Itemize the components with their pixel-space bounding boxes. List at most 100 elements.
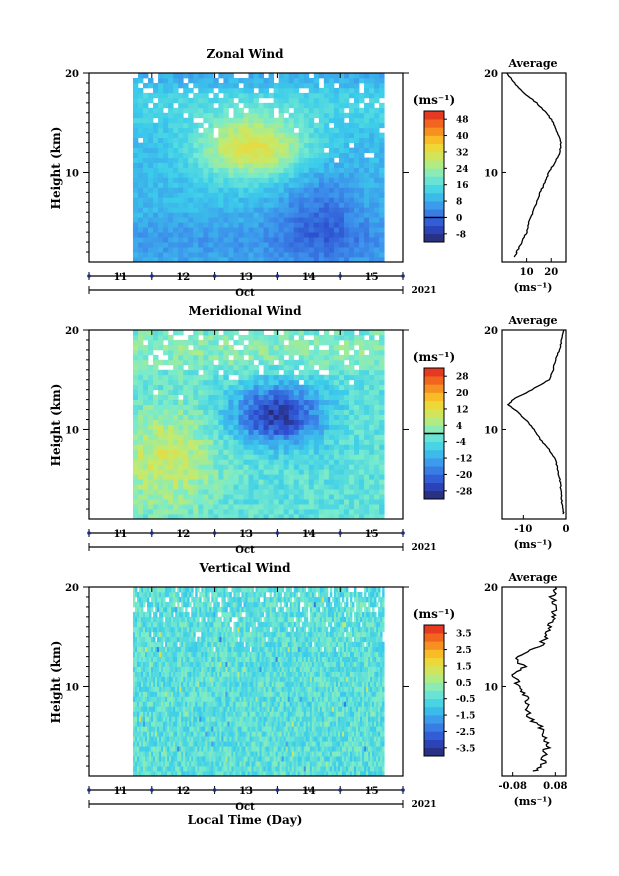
heatmap-cell [369,369,375,376]
heatmap-cell [369,424,375,430]
heatmap-cell [374,212,380,218]
heatmap-cell [308,454,315,460]
heatmap-cell [374,394,380,401]
heatmap-cell [189,746,192,752]
heatmap-cell [313,484,320,490]
heatmap-cell [369,469,375,475]
heatmap-cell [158,107,164,114]
heatmap-cell [168,197,174,203]
heatmap-cell [223,504,229,510]
heatmap-cell [248,494,254,500]
heatmap-cell [178,237,184,243]
heatmap-cell [268,484,275,490]
heatmap-cell [173,444,179,450]
heatmap-cell [193,182,199,188]
heatmap-cell [308,157,315,163]
x-day-marker [87,531,91,535]
heatmap-cell [323,389,330,396]
heatmap-cell [293,202,300,208]
heatmap-cell [137,439,144,445]
heatmap-cell [364,127,370,134]
heatmap-cell [165,587,168,593]
heatmap-cell [303,384,310,391]
heatmap-cell [208,142,214,148]
heatmap-cell [213,147,219,153]
heatmap-cell [313,504,320,510]
heatmap-cell [359,212,365,218]
heatmap-cell [369,344,375,351]
heatmap-cell [169,691,172,697]
heatmap-cell [153,112,159,119]
heatmap-cell [203,354,209,361]
heatmap-cell [193,73,199,79]
heatmap-cell [248,147,254,153]
heatmap-cell [218,419,224,425]
heatmap-cell [359,137,365,144]
heatmap-cell [173,736,176,742]
heatmap-cell [173,756,176,762]
heatmap-cell [308,192,315,198]
heatmap-cell [313,449,320,455]
heatmap-cell [178,242,184,248]
heatmap-cell [374,339,380,346]
heatmap-cell [173,636,176,643]
heatmap-cell [223,404,229,410]
heatmap-cell [134,591,138,598]
heatmap-cell [137,464,144,470]
heatmap-cell [338,389,345,396]
heatmap-cell [213,459,219,465]
heatmap-cell [283,127,290,134]
heatmap-cell [308,82,315,89]
heatmap-cell [181,626,184,633]
heatmap-cell [183,701,186,707]
heatmap-cell [183,257,189,263]
heatmap-cell [303,102,310,109]
heatmap-cell [369,459,375,465]
heatmap-cell [208,454,214,460]
heatmap-cell [171,706,174,712]
heatmap-cell [161,611,164,618]
heatmap-cell [188,252,194,258]
heatmap-cell [218,247,224,253]
heatmap-cell [159,631,162,638]
heatmap-cell [191,756,194,762]
heatmap-cell [158,122,164,129]
heatmap-cell [318,117,325,124]
heatmap-cell [185,706,188,712]
profile-y-tick-label: 10 [484,168,498,179]
heatmap-cell [188,247,194,253]
heatmap-cell [132,247,139,253]
heatmap-cell [278,459,285,465]
heatmap-cell [173,374,179,381]
heatmap-cell [258,257,264,263]
heatmap-cell [323,474,330,480]
heatmap-cell [359,439,365,445]
heatmap-cell [173,177,179,183]
x-day-marker [401,274,405,278]
heatmap-cell [137,484,144,490]
heatmap-cell [343,112,350,119]
x-tick-label: 14 [302,529,316,540]
heatmap-cell [163,631,166,638]
heatmap-cell [153,414,159,420]
heatmap-cell [183,379,189,386]
heatmap-cell [143,147,149,153]
heatmap-cell [218,242,224,248]
heatmap-cell [168,514,174,520]
colorbar-segment [424,160,444,169]
heatmap-cell [158,404,164,410]
heatmap-cell [198,474,204,480]
heatmap-cell [243,509,249,515]
heatmap-cell [348,489,355,495]
heatmap-cell [268,364,275,371]
heatmap-cell [151,756,154,762]
colorbar-segment [424,466,444,475]
heatmap-cell [263,102,269,109]
heatmap-cell [243,217,249,223]
heatmap-cell [243,172,249,178]
heatmap-cell [348,197,355,203]
heatmap-cell [323,484,330,490]
heatmap-cell [278,439,285,445]
